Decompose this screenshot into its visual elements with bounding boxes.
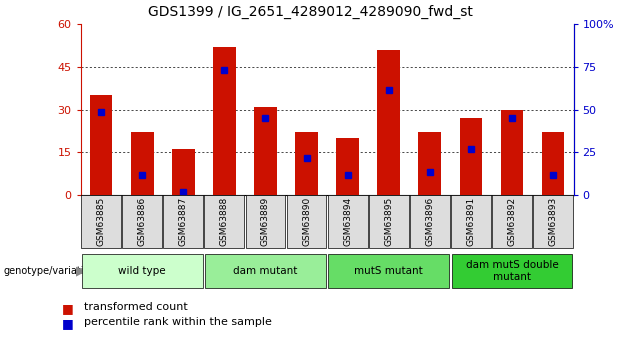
Bar bbox=[336, 138, 359, 195]
Text: ■: ■ bbox=[62, 317, 74, 331]
Text: ▶: ▶ bbox=[76, 264, 86, 277]
Text: GSM63888: GSM63888 bbox=[220, 197, 229, 246]
Text: GDS1399 / IG_2651_4289012_4289090_fwd_st: GDS1399 / IG_2651_4289012_4289090_fwd_st bbox=[148, 5, 472, 19]
Bar bbox=[378, 50, 400, 195]
Text: GSM63889: GSM63889 bbox=[261, 197, 270, 246]
Bar bbox=[459, 118, 482, 195]
Bar bbox=[295, 132, 318, 195]
Bar bbox=[172, 149, 195, 195]
Text: GSM63885: GSM63885 bbox=[97, 197, 105, 246]
Bar bbox=[131, 132, 154, 195]
Text: GSM63887: GSM63887 bbox=[179, 197, 188, 246]
Bar bbox=[213, 47, 236, 195]
Text: GSM63896: GSM63896 bbox=[425, 197, 434, 246]
Text: dam mutant: dam mutant bbox=[233, 266, 298, 276]
Text: GSM63895: GSM63895 bbox=[384, 197, 393, 246]
Text: GSM63893: GSM63893 bbox=[549, 197, 557, 246]
Bar bbox=[254, 107, 277, 195]
Text: GSM63890: GSM63890 bbox=[302, 197, 311, 246]
Bar bbox=[542, 132, 564, 195]
Text: GSM63891: GSM63891 bbox=[466, 197, 476, 246]
Text: GSM63892: GSM63892 bbox=[507, 197, 516, 246]
Text: mutS mutant: mutS mutant bbox=[354, 266, 423, 276]
Text: transformed count: transformed count bbox=[84, 302, 187, 312]
Text: percentile rank within the sample: percentile rank within the sample bbox=[84, 317, 272, 327]
Text: wild type: wild type bbox=[118, 266, 166, 276]
Text: GSM63894: GSM63894 bbox=[343, 197, 352, 246]
Bar bbox=[500, 110, 523, 195]
Text: dam mutS double
mutant: dam mutS double mutant bbox=[466, 260, 558, 282]
Text: genotype/variation: genotype/variation bbox=[3, 266, 95, 276]
Text: GSM63886: GSM63886 bbox=[138, 197, 147, 246]
Bar bbox=[418, 132, 441, 195]
Text: ■: ■ bbox=[62, 302, 74, 315]
Bar bbox=[90, 95, 112, 195]
